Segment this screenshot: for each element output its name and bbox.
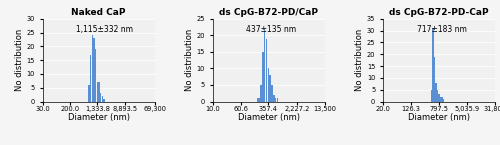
Bar bbox=[264, 29, 266, 102]
Bar bbox=[102, 96, 103, 102]
Bar bbox=[438, 94, 440, 102]
Bar bbox=[262, 52, 264, 102]
Bar bbox=[437, 90, 438, 101]
Bar bbox=[431, 90, 432, 101]
Y-axis label: No distribution: No distribution bbox=[14, 29, 24, 91]
X-axis label: Diameter (nm): Diameter (nm) bbox=[238, 113, 300, 122]
Bar bbox=[100, 93, 102, 101]
Bar bbox=[270, 75, 271, 101]
Y-axis label: No distribution: No distribution bbox=[185, 29, 194, 91]
Bar bbox=[104, 99, 105, 101]
Text: 717±183 nm: 717±183 nm bbox=[416, 25, 467, 34]
Bar bbox=[273, 95, 274, 101]
Bar bbox=[92, 35, 93, 102]
Bar bbox=[276, 98, 278, 102]
Bar bbox=[268, 68, 269, 102]
Bar bbox=[275, 98, 276, 102]
Bar bbox=[88, 85, 90, 102]
Bar bbox=[440, 97, 441, 101]
Bar bbox=[256, 98, 258, 102]
Bar bbox=[271, 85, 272, 102]
Text: 1,115±332 nm: 1,115±332 nm bbox=[76, 25, 133, 34]
Bar bbox=[95, 49, 96, 102]
Bar bbox=[90, 55, 92, 102]
X-axis label: Diameter (nm): Diameter (nm) bbox=[408, 113, 470, 122]
Title: ds CpG-B72-PD/CaP: ds CpG-B72-PD/CaP bbox=[219, 8, 318, 17]
Title: Naked CaP: Naked CaP bbox=[72, 8, 126, 17]
Bar bbox=[260, 85, 262, 102]
Bar bbox=[258, 98, 260, 102]
Text: 437±135 nm: 437±135 nm bbox=[246, 25, 296, 34]
X-axis label: Diameter (nm): Diameter (nm) bbox=[68, 113, 130, 122]
Bar bbox=[434, 57, 435, 102]
Y-axis label: No distribution: No distribution bbox=[355, 29, 364, 91]
Bar bbox=[432, 28, 434, 101]
Bar bbox=[443, 99, 444, 102]
Bar bbox=[96, 82, 98, 101]
Bar bbox=[266, 39, 268, 102]
Bar bbox=[98, 82, 100, 101]
Title: ds CpG-B72-PD-CaP: ds CpG-B72-PD-CaP bbox=[389, 8, 489, 17]
